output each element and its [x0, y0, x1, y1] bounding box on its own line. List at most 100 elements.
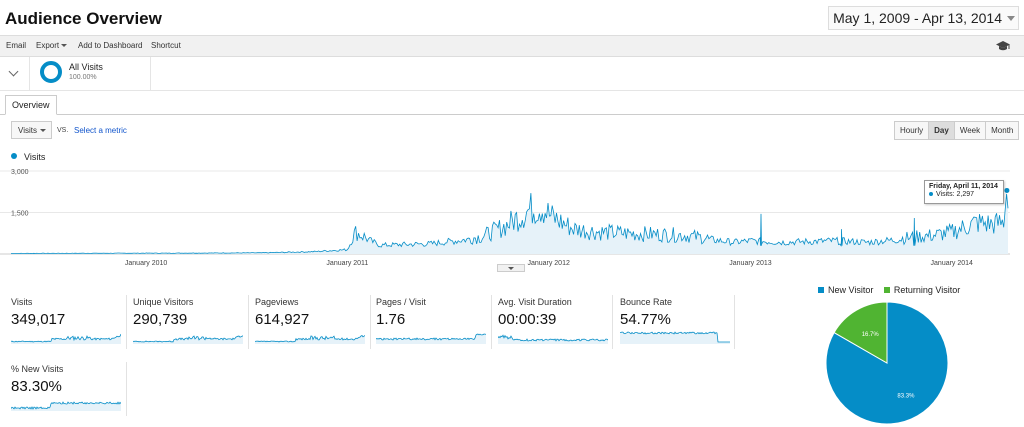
sparkline-line [376, 333, 486, 341]
tile-divider [491, 295, 492, 349]
sparkline [498, 334, 608, 344]
metric-value: 54.77% [620, 311, 671, 328]
tile-divider [126, 295, 127, 349]
segment-name: All Visits [69, 62, 103, 72]
sparkline-area [620, 332, 730, 344]
metric-tile-bounce-rate[interactable]: Bounce Rate 54.77% [620, 297, 740, 353]
x-tick-label: January 2013 [729, 260, 772, 267]
graduation-cap-icon[interactable] [996, 40, 1010, 52]
x-tick-label: January 2011 [326, 260, 368, 267]
metric-value: 349,017 [11, 311, 66, 328]
y-tick-label: 3,000 [11, 169, 29, 176]
sparkline [376, 333, 486, 344]
segment-ring-icon [40, 61, 62, 83]
metric-tile-new-visits[interactable]: % New Visits 83.30% [11, 364, 131, 420]
sparkline [11, 401, 121, 411]
tab-overview[interactable]: Overview [5, 95, 57, 115]
sparkline-line [11, 333, 121, 343]
metric-value: 290,739 [133, 311, 188, 328]
date-range-picker[interactable]: May 1, 2009 - Apr 13, 2014 [828, 6, 1019, 30]
metric-label: Pages / Visit [376, 297, 426, 307]
date-range-label: May 1, 2009 - Apr 13, 2014 [833, 10, 1002, 26]
chart-tooltip: Friday, April 11, 2014 Visits: 2,297 [924, 180, 1004, 204]
sparkline [620, 331, 730, 344]
shortcut-button[interactable]: Shortcut [151, 41, 181, 50]
visits-legend-label: Visits [24, 152, 46, 162]
metric-value: 00:00:39 [498, 311, 557, 328]
sparkline-line [11, 401, 121, 410]
granularity-buttons: Hourly Day Week Month [894, 121, 1020, 140]
sparkline-line [255, 334, 365, 343]
tooltip-row: Visits: 2,297 [929, 191, 999, 198]
pie-legend-returning: Returning Visitor [893, 284, 961, 295]
day-button[interactable]: Day [929, 122, 955, 139]
metric-tile-pages-per-visit[interactable]: Pages / Visit 1.76 [376, 297, 496, 353]
caret-down-icon [61, 44, 68, 48]
sparkline [255, 334, 365, 344]
metric-value: 614,927 [255, 311, 310, 328]
pie-slice-label: 16.7% [862, 332, 880, 338]
metric-tile-avg-visit-duration[interactable]: Avg. Visit Duration 00:00:39 [498, 297, 618, 353]
chart-collapse-handle[interactable] [497, 264, 525, 272]
sparkline [133, 335, 243, 344]
sparkline-line [133, 335, 243, 343]
x-tick-label: January 2014 [931, 260, 974, 267]
tooltip-value: Visits: 2,297 [936, 191, 975, 198]
metric-tile-visits[interactable]: Visits 349,017 [11, 297, 131, 353]
metric-select[interactable]: Visits [11, 121, 52, 139]
sparkline-line [620, 331, 730, 343]
metric-tile-pageviews[interactable]: Pageviews 614,927 [255, 297, 375, 353]
metric-label: Bounce Rate [620, 297, 673, 307]
tile-divider [612, 295, 613, 349]
metric-tile-unique-visitors[interactable]: Unique Visitors 290,739 [133, 297, 253, 353]
segment-toggle-button[interactable] [0, 57, 30, 91]
pie-slice-returning-visitor [833, 301, 888, 364]
y-tick-label: 1,500 [11, 211, 29, 218]
visits-area-fill [11, 193, 1008, 254]
tile-divider [734, 295, 735, 349]
metric-select-value: Visits [18, 126, 37, 135]
visits-line-chart[interactable]: 1,500 3,000 January 2010 January 2011 Januar… [0, 162, 1024, 274]
pie-slice-label: 83.3% [897, 394, 915, 400]
select-metric-link[interactable]: Select a metric [74, 126, 127, 135]
week-button[interactable]: Week [954, 122, 987, 139]
returning-visitor-swatch [883, 286, 890, 293]
visits-line [11, 193, 1009, 254]
sparkline [11, 333, 121, 344]
metric-value: 83.30% [11, 378, 62, 395]
add-to-dashboard-button[interactable]: Add to Dashboard [78, 41, 143, 50]
pie-legend: New Visitor Returning Visitor [818, 284, 960, 295]
metric-label: % New Visits [11, 364, 64, 374]
caret-down-icon [40, 129, 46, 132]
tile-divider [370, 295, 371, 349]
export-button[interactable]: Export [36, 41, 68, 50]
metric-label: Visits [11, 297, 33, 307]
tab-divider [0, 114, 1024, 115]
chevron-down-icon [1007, 16, 1015, 21]
tile-divider [248, 295, 249, 349]
metric-value: 1.76 [376, 311, 406, 328]
month-button[interactable]: Month [986, 122, 1019, 139]
tile-divider [126, 362, 127, 416]
tooltip-date: Friday, April 11, 2014 [929, 183, 998, 190]
hourly-button[interactable]: Hourly [895, 122, 930, 139]
sparkline-area [11, 402, 121, 411]
tooltip-series-dot [929, 192, 933, 197]
x-tick-label: January 2010 [125, 260, 168, 267]
vs-label: VS. [57, 127, 69, 134]
highlighted-point [1004, 187, 1010, 193]
report-toolbar: Email Export Add to Dashboard Shortcut [0, 35, 1024, 57]
visitor-pie-chart[interactable]: 83.3% 16.7% [823, 300, 951, 426]
metric-label: Pageviews [255, 297, 299, 307]
page-title: Audience Overview [5, 9, 162, 28]
email-button[interactable]: Email [6, 41, 27, 50]
chevron-down-icon [8, 66, 19, 77]
x-tick-label: January 2012 [527, 260, 570, 267]
sparkline-area [376, 334, 486, 344]
pie-legend-new: New Visitor [828, 284, 874, 295]
metric-label: Unique Visitors [133, 297, 194, 307]
sparkline-line [498, 334, 608, 342]
segment-all-visits[interactable]: All Visits 100.00% [31, 57, 151, 91]
visits-legend-marker [11, 153, 17, 159]
segment-percent: 100.00% [69, 74, 97, 81]
